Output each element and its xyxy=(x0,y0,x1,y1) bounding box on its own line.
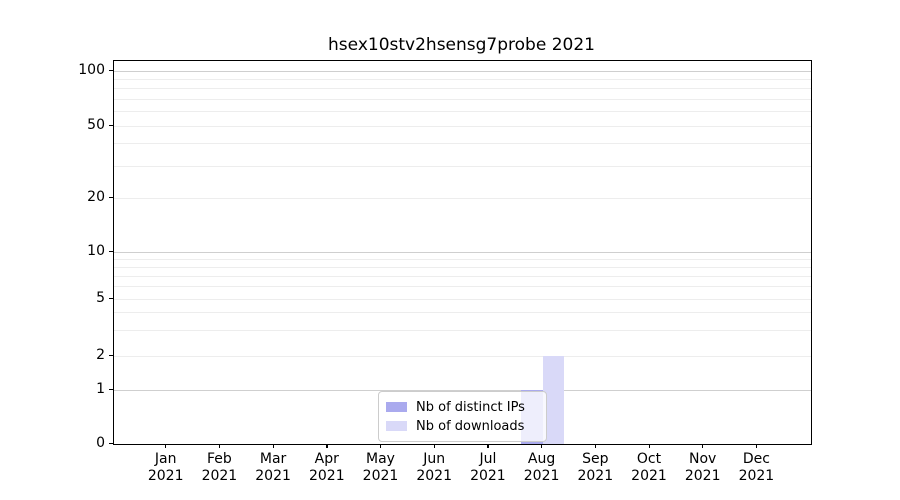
gridline-y-8 xyxy=(114,266,811,268)
y-tick-mark-10 xyxy=(109,250,113,252)
y-tick-mark-100 xyxy=(109,69,113,71)
x-tick-label-dec: Dec 2021 xyxy=(738,451,775,484)
gridline-y-90 xyxy=(114,78,811,80)
x-tick-label-apr: Apr 2021 xyxy=(308,451,345,484)
x-tick-mark-sep xyxy=(594,444,597,449)
x-tick-mark-mar xyxy=(272,444,274,449)
y-tick-label-5: 5 xyxy=(96,290,105,306)
x-tick-mark-jul xyxy=(487,444,489,449)
legend-swatch-distinct-ips xyxy=(386,402,407,412)
gridline-y-40 xyxy=(114,143,811,145)
legend-label-distinct-ips: Nb of distinct IPs xyxy=(416,399,525,415)
y-tick-label-100: 100 xyxy=(78,62,105,78)
legend-label-downloads: Nb of downloads xyxy=(416,418,525,434)
x-tick-label-mar: Mar 2021 xyxy=(255,451,291,484)
chart-title: hsex10stv2hsensg7probe 2021 xyxy=(328,35,595,55)
gridline-y-60 xyxy=(114,111,811,113)
x-tick-mark-jun xyxy=(433,444,435,449)
y-tick-label-1: 1 xyxy=(96,381,105,397)
legend-item-distinct-ips: Nb of distinct IPs xyxy=(386,398,538,416)
x-tick-mark-apr xyxy=(326,444,328,449)
x-tick-mark-jan xyxy=(165,444,167,449)
x-tick-mark-nov xyxy=(702,444,704,449)
x-tick-mark-oct xyxy=(648,444,650,449)
x-tick-mark-aug xyxy=(541,444,543,449)
y-tick-label-2: 2 xyxy=(96,347,105,363)
x-tick-label-oct: Oct 2021 xyxy=(631,451,667,484)
y-tick-label-10: 10 xyxy=(87,243,105,259)
y-tick-label-0: 0 xyxy=(96,435,105,451)
x-tick-label-jun: Jun 2021 xyxy=(416,451,452,484)
x-tick-mark-dec xyxy=(755,444,758,449)
x-tick-label-aug: Aug 2021 xyxy=(523,451,560,484)
legend-swatch-downloads xyxy=(386,421,407,431)
y-tick-mark-5 xyxy=(109,297,113,299)
legend-item-downloads: Nb of downloads xyxy=(386,417,538,435)
x-tick-label-feb: Feb 2021 xyxy=(201,451,238,484)
gridline-y-10 xyxy=(114,251,811,253)
gridline-y-7 xyxy=(114,275,811,277)
gridline-y-5 xyxy=(114,298,811,300)
y-tick-mark-0 xyxy=(109,442,113,444)
gridline-y-70 xyxy=(114,98,811,100)
y-tick-mark-20 xyxy=(109,196,113,198)
x-tick-label-jan: Jan 2021 xyxy=(147,451,184,484)
y-tick-label-50: 50 xyxy=(87,117,105,133)
y-tick-mark-50 xyxy=(109,124,113,126)
gridline-y-4 xyxy=(114,312,811,314)
legend: Nb of distinct IPs Nb of downloads xyxy=(378,391,547,442)
plot-area xyxy=(113,60,812,445)
x-tick-label-may: May 2021 xyxy=(362,451,399,484)
gridline-y-80 xyxy=(114,88,811,90)
gridline-y-3 xyxy=(114,330,811,332)
x-tick-label-sep: Sep 2021 xyxy=(577,451,614,484)
gridline-y-30 xyxy=(114,165,811,167)
gridline-y-2 xyxy=(114,355,811,357)
gridline-y-1 xyxy=(114,389,811,391)
y-tick-label-20: 20 xyxy=(87,189,105,205)
gridline-y-20 xyxy=(114,197,811,199)
x-tick-label-jul: Jul 2021 xyxy=(470,451,506,484)
gridline-y-6 xyxy=(114,286,811,288)
y-tick-mark-2 xyxy=(109,354,113,356)
x-tick-mark-feb xyxy=(218,444,221,449)
bar-downloads-aug xyxy=(542,356,565,444)
gridline-y-9 xyxy=(114,258,811,260)
x-tick-label-nov: Nov 2021 xyxy=(684,451,721,484)
x-tick-mark-may xyxy=(380,444,382,449)
y-tick-mark-1 xyxy=(109,388,113,390)
gridline-y-100 xyxy=(114,70,811,72)
gridline-y-50 xyxy=(114,125,811,127)
